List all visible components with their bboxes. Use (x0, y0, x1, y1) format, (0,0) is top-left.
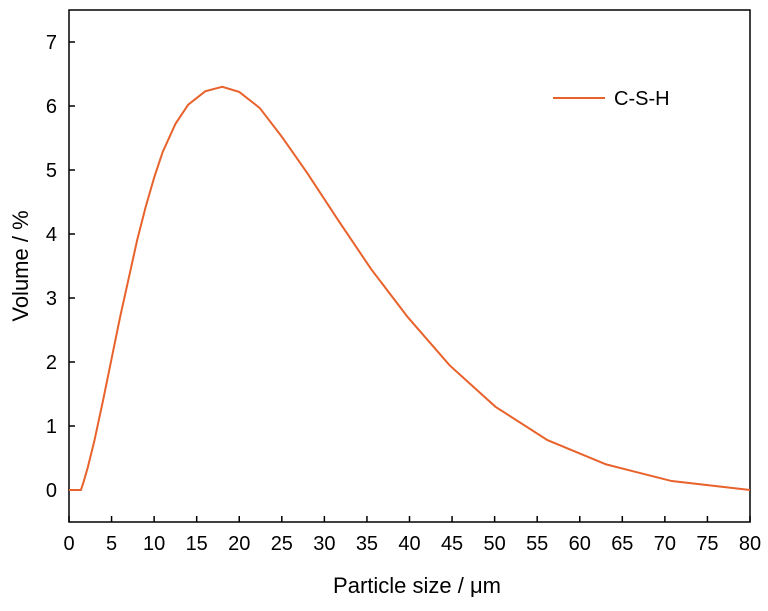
y-tick-label: 5 (46, 160, 57, 182)
plot-frame (68, 9, 751, 523)
x-axis-title: Particle size / μm (333, 573, 501, 598)
x-tick-label: 5 (106, 533, 117, 555)
x-tick-label: 75 (696, 533, 718, 555)
x-tick-label: 65 (611, 533, 633, 555)
x-tick-label: 30 (313, 533, 335, 555)
y-tick-label: 7 (46, 32, 57, 54)
x-tick-label: 50 (484, 533, 506, 555)
y-axis-title: Volume / % (8, 210, 33, 321)
x-tick-label: 40 (398, 533, 420, 555)
x-tick-label: 55 (526, 533, 548, 555)
x-tick-label: 70 (654, 533, 676, 555)
x-tick-label: 0 (63, 533, 74, 555)
y-tick-label: 4 (46, 224, 57, 246)
y-tick-label: 3 (46, 288, 57, 310)
x-tick-label: 60 (569, 533, 591, 555)
y-tick-label: 6 (46, 96, 57, 118)
x-tick-label: 35 (356, 533, 378, 555)
x-tick-label: 80 (739, 533, 761, 555)
x-axis: 0 5 10 15 20 25 30 35 40 45 50 55 60 65 70 75 80 (63, 516, 761, 555)
x-tick-label: 25 (271, 533, 293, 555)
plot-area: 0 5 10 15 20 25 30 35 40 45 50 55 60 65 70 75 80 0123456… (46, 9, 761, 555)
y-axis: 0 1 2 3 4 5 6 7 (46, 32, 75, 502)
legend: C-S-H (553, 88, 670, 110)
x-tick-label: 20 (228, 533, 250, 555)
series-line-c-s-h (69, 85, 751, 491)
x-tick-label: 45 (441, 533, 463, 555)
y-tick-label: 0 (46, 480, 57, 502)
x-tick-label: 15 (186, 533, 208, 555)
x-tick-label: 10 (143, 533, 165, 555)
y-tick-label: 1 (46, 416, 57, 438)
y-tick-label: 2 (46, 352, 57, 374)
legend-label-c-s-h: C-S-H (614, 88, 670, 110)
